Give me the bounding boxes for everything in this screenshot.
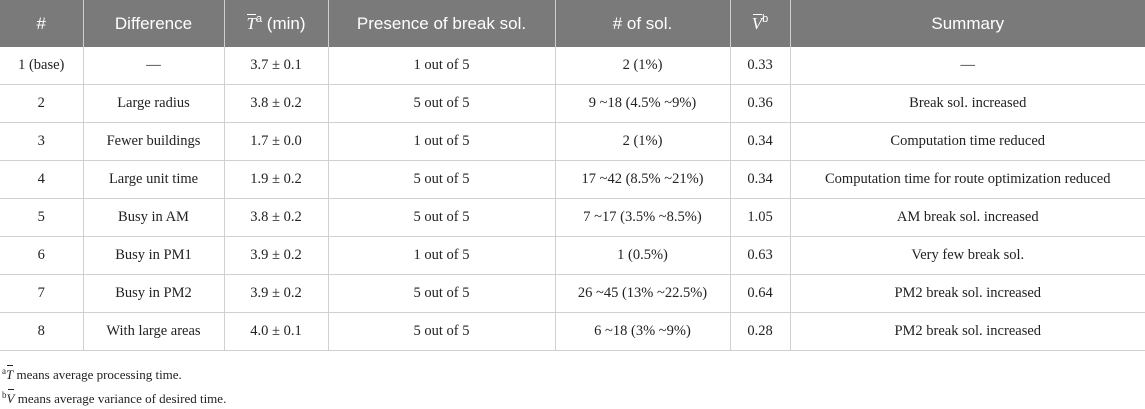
cell-avg-time: 1.9 ± 0.2 <box>223 160 329 199</box>
cell-row-number: 3 <box>0 122 84 161</box>
cell-variance: 0.34 <box>729 160 791 199</box>
cell-summary: Break sol. increased <box>789 84 1145 123</box>
cell-solution-count: 2 (1%) <box>554 122 731 161</box>
cell-solution-count: 2 (1%) <box>554 47 731 85</box>
cell-avg-time: 3.9 ± 0.2 <box>223 236 329 275</box>
cell-avg-time: 3.7 ± 0.1 <box>223 47 329 85</box>
results-table: # Difference Ta (min) Presence of break … <box>0 0 1145 351</box>
v-bar-symbol: V <box>751 14 763 33</box>
cell-summary: Computation time reduced <box>789 122 1145 161</box>
cell-variance: 0.63 <box>729 236 791 275</box>
cell-variance: 0.28 <box>729 312 791 351</box>
cell-solution-count: 6 ~18 (3% ~9%) <box>554 312 731 351</box>
footnote-marker: a <box>2 366 6 376</box>
header-cell: Summary <box>790 0 1145 47</box>
cell-break-presence: 5 out of 5 <box>327 274 556 313</box>
cell-difference: Busy in PM1 <box>82 236 225 275</box>
t-bar-symbol: T <box>246 14 256 33</box>
results-table-container: # Difference Ta (min) Presence of break … <box>0 0 1145 351</box>
cell-break-presence: 5 out of 5 <box>327 160 556 199</box>
footnote-text: means average variance of desired time. <box>14 391 227 406</box>
cell-avg-time: 4.0 ± 0.1 <box>223 312 329 351</box>
cell-variance: 0.34 <box>729 122 791 161</box>
cell-solution-count: 26 ~45 (13% ~22.5%) <box>554 274 731 313</box>
cell-variance: 0.33 <box>729 47 791 85</box>
header-cell: Vb <box>730 0 791 47</box>
header-label: Difference <box>114 13 193 33</box>
header-label: # <box>36 13 46 33</box>
cell-difference: Large radius <box>82 84 225 123</box>
cell-break-presence: 5 out of 5 <box>327 198 556 237</box>
header-cell: # <box>0 0 84 47</box>
footnote-marker: a <box>255 13 263 25</box>
cell-summary: PM2 break sol. increased <box>789 274 1145 313</box>
cell-row-number: 6 <box>0 236 84 275</box>
header-row: # Difference Ta (min) Presence of break … <box>0 0 1145 47</box>
cell-summary: — <box>789 47 1145 85</box>
cell-break-presence: 5 out of 5 <box>327 312 556 351</box>
cell-avg-time: 3.8 ± 0.2 <box>223 198 329 237</box>
cell-variance: 0.36 <box>729 84 791 123</box>
header-cell: Difference <box>83 0 225 47</box>
cell-summary: PM2 break sol. increased <box>789 312 1145 351</box>
cell-variance: 1.05 <box>729 198 791 237</box>
cell-variance: 0.64 <box>729 274 791 313</box>
cell-break-presence: 5 out of 5 <box>327 84 556 123</box>
header-label: # of sol. <box>612 13 673 33</box>
table-row: 7 Busy in PM2 3.9 ± 0.2 5 out of 5 26 ~45 (1… <box>0 274 1145 313</box>
cell-row-number: 4 <box>0 160 84 199</box>
cell-difference: With large areas <box>82 312 225 351</box>
header-cell: Presence of break sol. <box>328 0 556 47</box>
cell-summary: Computation time for route optimization … <box>789 160 1145 199</box>
cell-summary: AM break sol. increased <box>789 198 1145 237</box>
cell-solution-count: 9 ~18 (4.5% ~9%) <box>554 84 731 123</box>
cell-row-number: 8 <box>0 312 84 351</box>
cell-break-presence: 1 out of 5 <box>327 47 556 85</box>
t-bar-symbol: T <box>6 365 14 382</box>
v-bar-symbol: V <box>6 389 15 406</box>
cell-avg-time: 3.8 ± 0.2 <box>223 84 329 123</box>
cell-break-presence: 1 out of 5 <box>327 122 556 161</box>
cell-row-number: 2 <box>0 84 84 123</box>
cell-difference: Fewer buildings <box>82 122 225 161</box>
table-row: 4 Large unit time 1.9 ± 0.2 5 out of 5 17 ~4… <box>0 160 1145 199</box>
header-label: Summary <box>931 13 1005 33</box>
cell-solution-count: 17 ~42 (8.5% ~21%) <box>554 160 731 199</box>
cell-break-presence: 1 out of 5 <box>327 236 556 275</box>
cell-row-number: 5 <box>0 198 84 237</box>
cell-difference: Busy in AM <box>82 198 225 237</box>
header-label: Presence of break sol. <box>356 13 527 33</box>
cell-difference: — <box>82 47 225 85</box>
footnote-marker: b <box>2 390 7 400</box>
cell-summary: Very few break sol. <box>789 236 1145 275</box>
cell-row-number: 7 <box>0 274 84 313</box>
cell-row-number: 1 (base) <box>0 47 84 85</box>
cell-avg-time: 3.9 ± 0.2 <box>223 274 329 313</box>
footnote-text: means average processing time. <box>13 367 182 382</box>
table-header: # Difference Ta (min) Presence of break … <box>0 0 1145 47</box>
cell-solution-count: 1 (0.5%) <box>554 236 731 275</box>
header-cell: Ta (min) <box>224 0 329 47</box>
cell-solution-count: 7 ~17 (3.5% ~8.5%) <box>554 198 731 237</box>
cell-difference: Large unit time <box>82 160 225 199</box>
cell-difference: Busy in PM2 <box>82 274 225 313</box>
footnote-marker: b <box>762 13 769 25</box>
header-cell: # of sol. <box>555 0 731 47</box>
header-label: (min) <box>262 14 306 33</box>
cell-avg-time: 1.7 ± 0.0 <box>223 122 329 161</box>
